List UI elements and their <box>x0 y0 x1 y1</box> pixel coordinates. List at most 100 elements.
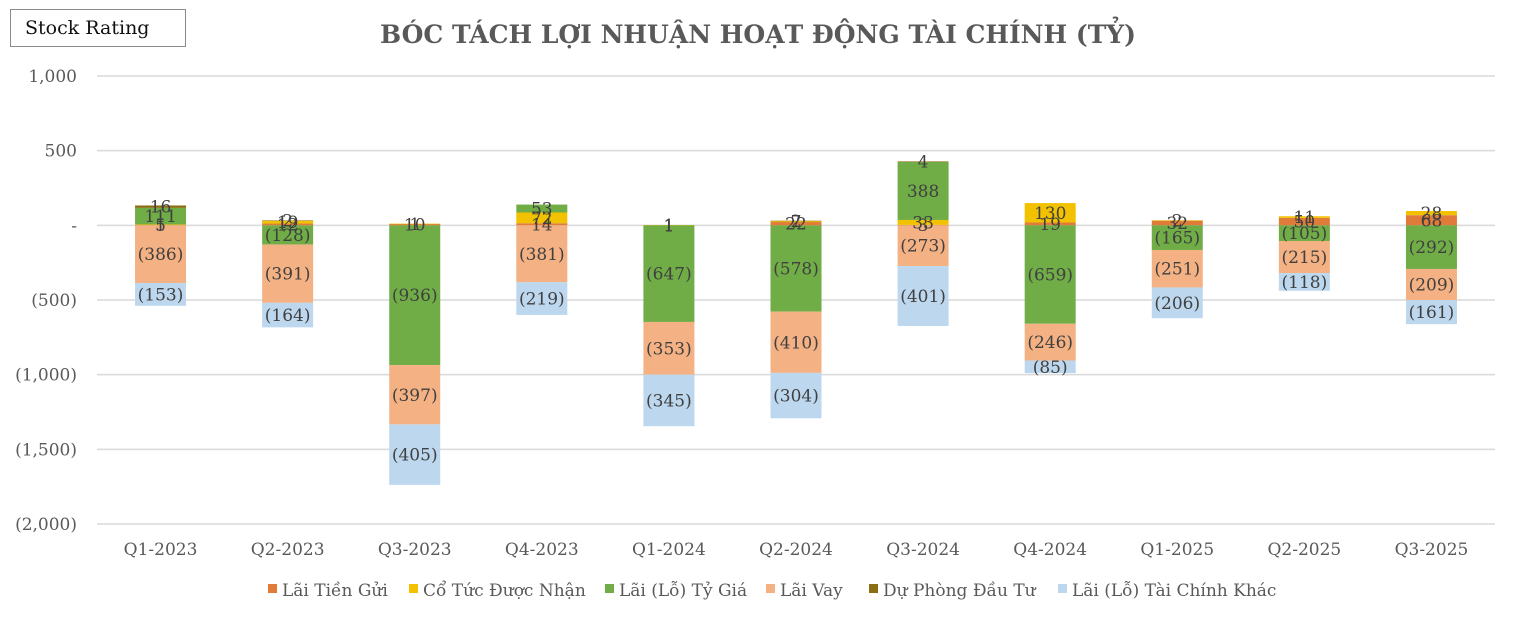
data-label: (161) <box>1409 303 1455 323</box>
bar-segment <box>897 162 949 220</box>
legend-label: Dự Phòng Đầu Tư <box>883 581 1037 601</box>
bar-segment <box>643 225 695 322</box>
data-label: 11 <box>1294 208 1316 228</box>
bar-segment <box>1151 287 1203 319</box>
y-tick-label: 1,000 <box>28 67 77 87</box>
data-label: (401) <box>900 287 946 307</box>
y-tick-label: (500) <box>31 291 77 311</box>
bar-segment <box>770 220 822 222</box>
data-label: 50 <box>1294 213 1316 233</box>
legend-swatch <box>268 584 277 593</box>
data-label: (397) <box>392 386 438 406</box>
chart-title: BÓC TÁCH LỢI NHUẬN HOẠT ĐỘNG TÀI CHÍNH (… <box>380 17 1136 49</box>
bar-segment <box>262 302 314 328</box>
bar-segment <box>897 225 949 267</box>
bar-segment <box>1405 300 1457 325</box>
data-label: 4 <box>918 153 929 173</box>
bar-segment <box>516 282 568 315</box>
data-label: 111 <box>144 207 176 227</box>
legend-label: Cổ Tức Được Nhận <box>423 581 586 601</box>
bar-segment <box>1278 225 1330 242</box>
data-label: (405) <box>392 446 438 466</box>
y-tick-label: - <box>71 216 77 236</box>
bar-segment <box>389 223 441 226</box>
data-label: (209) <box>1409 276 1455 296</box>
bar-segment <box>1278 241 1330 274</box>
data-label: 3 <box>918 216 929 236</box>
data-label: (246) <box>1027 333 1073 353</box>
bar-segment <box>1151 220 1203 226</box>
data-label: (251) <box>1154 260 1200 280</box>
data-label: (391) <box>265 265 311 285</box>
data-label: 19 <box>277 213 299 233</box>
data-label: (273) <box>900 237 946 257</box>
legend-label: Lãi Tiền Gửi <box>282 581 388 601</box>
y-tick-label: (1,500) <box>15 440 77 460</box>
legend-swatch <box>766 584 775 593</box>
x-tick-label: Q1-2023 <box>124 540 198 560</box>
bar-segment <box>643 321 695 375</box>
data-label: 5 <box>155 216 166 236</box>
bar-segment <box>770 372 822 419</box>
data-label: (292) <box>1409 238 1455 258</box>
data-label: (165) <box>1154 229 1200 249</box>
data-label: 10 <box>404 216 426 236</box>
bar-segment <box>262 220 314 224</box>
data-label: (353) <box>646 339 692 359</box>
bar-segment <box>770 222 822 226</box>
bar-segment <box>1278 217 1330 226</box>
data-label: 2 <box>282 212 293 232</box>
data-label: (206) <box>1154 294 1200 314</box>
data-label: 1 <box>155 216 166 236</box>
bar-segment <box>643 225 695 226</box>
legend-label: Lãi Vay <box>780 581 843 601</box>
legend-label: Lãi (Lỗ) Tỷ Giá <box>619 581 747 601</box>
x-tick-label: Q3-2025 <box>1395 540 1469 560</box>
y-tick-label: (2,000) <box>15 515 77 535</box>
bar-segment <box>897 161 949 163</box>
data-label: 1 <box>663 216 674 236</box>
data-label: 1 <box>409 215 420 235</box>
bar-segment <box>1405 268 1457 301</box>
x-tick-label: Q4-2024 <box>1013 540 1087 560</box>
data-label: (386) <box>138 245 184 265</box>
data-label: (118) <box>1282 273 1328 293</box>
x-tick-label: Q1-2024 <box>632 540 706 560</box>
data-label: 72 <box>531 209 553 229</box>
bar-segment <box>516 225 568 283</box>
bar-segment <box>135 207 187 225</box>
x-tick-label: Q2-2025 <box>1267 540 1341 560</box>
legend-swatch <box>869 584 878 593</box>
bar-segment <box>516 204 568 213</box>
data-label: 22 <box>785 215 807 235</box>
bar-segment <box>135 224 187 226</box>
bar-segment <box>135 225 187 283</box>
bar-segment <box>1151 249 1203 288</box>
x-tick-label: Q4-2023 <box>505 540 579 560</box>
data-label: 388 <box>907 182 939 202</box>
bar-segment <box>1024 323 1076 361</box>
bar-segment <box>389 223 441 225</box>
bar-segment <box>897 266 949 326</box>
data-label: 16 <box>150 198 172 218</box>
data-label: 130 <box>1034 204 1066 224</box>
legend-label: Lãi (Lỗ) Tài Chính Khác <box>1072 581 1276 601</box>
data-label: 2 <box>1172 211 1183 231</box>
data-label: 7 <box>791 213 802 233</box>
bar-segment <box>1278 216 1330 218</box>
bar-segment <box>770 221 822 223</box>
data-label: 32 <box>1166 214 1188 234</box>
data-label: 28 <box>1421 204 1443 224</box>
data-label: (219) <box>519 290 565 310</box>
bar-segment <box>643 374 695 427</box>
bar-segment <box>1151 225 1203 250</box>
data-label: (304) <box>773 387 819 407</box>
data-label: (936) <box>392 286 438 306</box>
bar-segment <box>135 282 187 306</box>
x-tick-label: Q2-2023 <box>251 540 325 560</box>
data-label: (128) <box>265 226 311 246</box>
bar-segment <box>1024 360 1076 374</box>
data-label: (647) <box>646 265 692 285</box>
bar-segment <box>1405 210 1457 216</box>
bar-segment <box>1024 225 1076 324</box>
